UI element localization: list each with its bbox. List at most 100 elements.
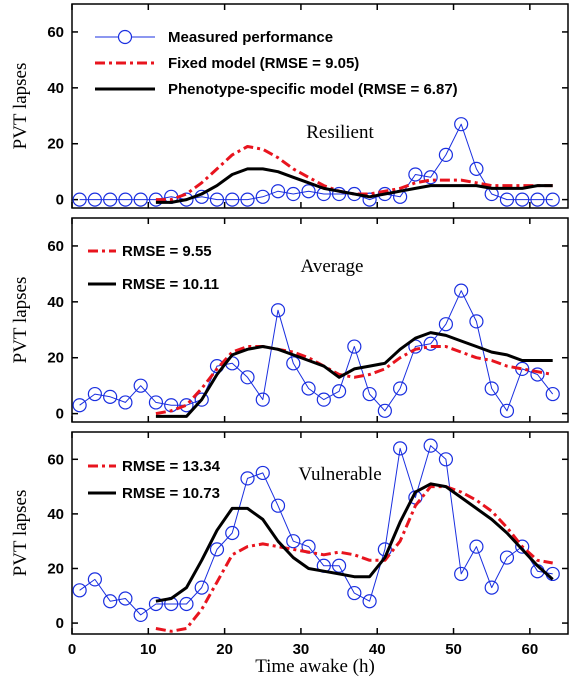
data-point: [393, 381, 408, 396]
series-line-fixed: [155, 145, 553, 202]
y-axis-label: PVT lapses: [10, 490, 31, 577]
data-point: [423, 336, 438, 351]
legend-label: RMSE = 10.73: [122, 485, 220, 502]
data-point: [438, 317, 454, 332]
series-line-pheno: [155, 167, 553, 204]
y-tick-label: 60: [47, 24, 64, 41]
plot-frame: [71, 431, 569, 635]
plot-frame: [71, 217, 569, 423]
data-point: [255, 392, 270, 407]
data-point: [240, 471, 255, 486]
x-tick-label: 10: [140, 641, 157, 658]
y-axis-label: PVT lapses: [10, 277, 31, 364]
panel-title: Average: [301, 256, 364, 277]
data-point: [240, 370, 255, 385]
data-point: [148, 395, 164, 410]
data-point: [240, 192, 255, 207]
data-point: [499, 403, 515, 418]
data-point: [72, 192, 87, 207]
data-point: [515, 192, 530, 207]
data-point: [438, 147, 454, 163]
data-point: [255, 465, 270, 481]
data-point: [454, 566, 469, 582]
data-point: [331, 558, 347, 573]
data-point: [393, 441, 408, 456]
legend-marker: [117, 29, 133, 45]
data-point: [301, 184, 316, 199]
y-tick-label: 0: [56, 615, 64, 632]
data-point: [377, 403, 392, 418]
data-point: [545, 386, 560, 402]
x-tick-label: 20: [216, 641, 233, 658]
x-tick-label: 50: [445, 641, 462, 658]
y-tick-label: 40: [47, 80, 64, 97]
x-tick-label: 30: [293, 641, 310, 658]
data-point: [438, 452, 454, 467]
x-tick-label: 60: [522, 641, 539, 658]
series-line-pheno: [155, 331, 553, 418]
data-point: [515, 539, 530, 554]
data-point: [469, 539, 484, 554]
data-point: [118, 192, 133, 207]
data-point: [270, 498, 286, 513]
data-point: [72, 583, 87, 598]
data-point: [103, 594, 118, 609]
data-point: [225, 192, 240, 207]
data-point: [331, 186, 347, 202]
data-point: [454, 117, 469, 132]
data-point: [530, 367, 545, 382]
series-line-pheno: [155, 482, 554, 603]
data-point: [362, 386, 377, 402]
data-point: [499, 550, 515, 565]
y-tick-label: 20: [47, 560, 64, 577]
y-tick-label: 60: [47, 238, 64, 255]
x-tick-label: 0: [68, 641, 76, 658]
data-point: [469, 314, 484, 329]
y-tick-label: 0: [56, 406, 64, 423]
y-tick-label: 40: [47, 506, 64, 523]
y-tick-label: 20: [47, 350, 64, 367]
data-point: [286, 356, 301, 371]
legend-label: RMSE = 10.11: [122, 276, 219, 293]
data-point: [362, 192, 377, 207]
data-point: [194, 580, 209, 595]
panel-average: 0 20 40 60 PVT lapses Average RMSE = 9.55 RMSE …: [10, 217, 569, 423]
data-point: [347, 585, 362, 601]
data-point: [118, 395, 133, 410]
data-point: [148, 596, 164, 612]
data-point: [270, 184, 286, 199]
data-point: [225, 525, 240, 541]
panel-vulnerable: 0 20 40 60 0 10 20 30 40 50 60 PVT lapses Vulnerable…: [10, 431, 569, 658]
data-point: [87, 572, 102, 587]
series-line-fixed: [155, 345, 553, 416]
data-point: [286, 534, 301, 549]
data-point: [545, 192, 560, 207]
panel-title: Resilient: [306, 122, 374, 143]
data-point: [72, 398, 87, 413]
y-tick-label: 20: [47, 136, 64, 153]
data-point: [347, 339, 362, 354]
data-point: [118, 591, 133, 606]
data-point: [87, 192, 102, 207]
data-point: [133, 192, 148, 207]
legend-label: Phenotype-specific model (RMSE = 6.87): [168, 81, 458, 98]
data-point: [316, 392, 331, 407]
legend-label: Measured performance: [168, 29, 333, 46]
y-tick-label: 0: [56, 192, 64, 209]
x-tick-label: 40: [369, 641, 386, 658]
data-point: [179, 398, 194, 413]
legend-label: Fixed model (RMSE = 9.05): [168, 55, 359, 72]
plot-frame: [71, 3, 569, 209]
data-point: [484, 381, 499, 396]
data-point: [194, 392, 209, 407]
data-point: [423, 438, 438, 453]
data-point: [103, 192, 118, 207]
data-point: [133, 378, 148, 393]
data-point: [179, 596, 194, 612]
data-point: [408, 167, 423, 182]
data-point: [301, 381, 316, 396]
data-point: [454, 283, 469, 298]
data-point: [499, 192, 515, 207]
data-point: [484, 580, 499, 595]
y-tick-label: 40: [47, 294, 64, 311]
